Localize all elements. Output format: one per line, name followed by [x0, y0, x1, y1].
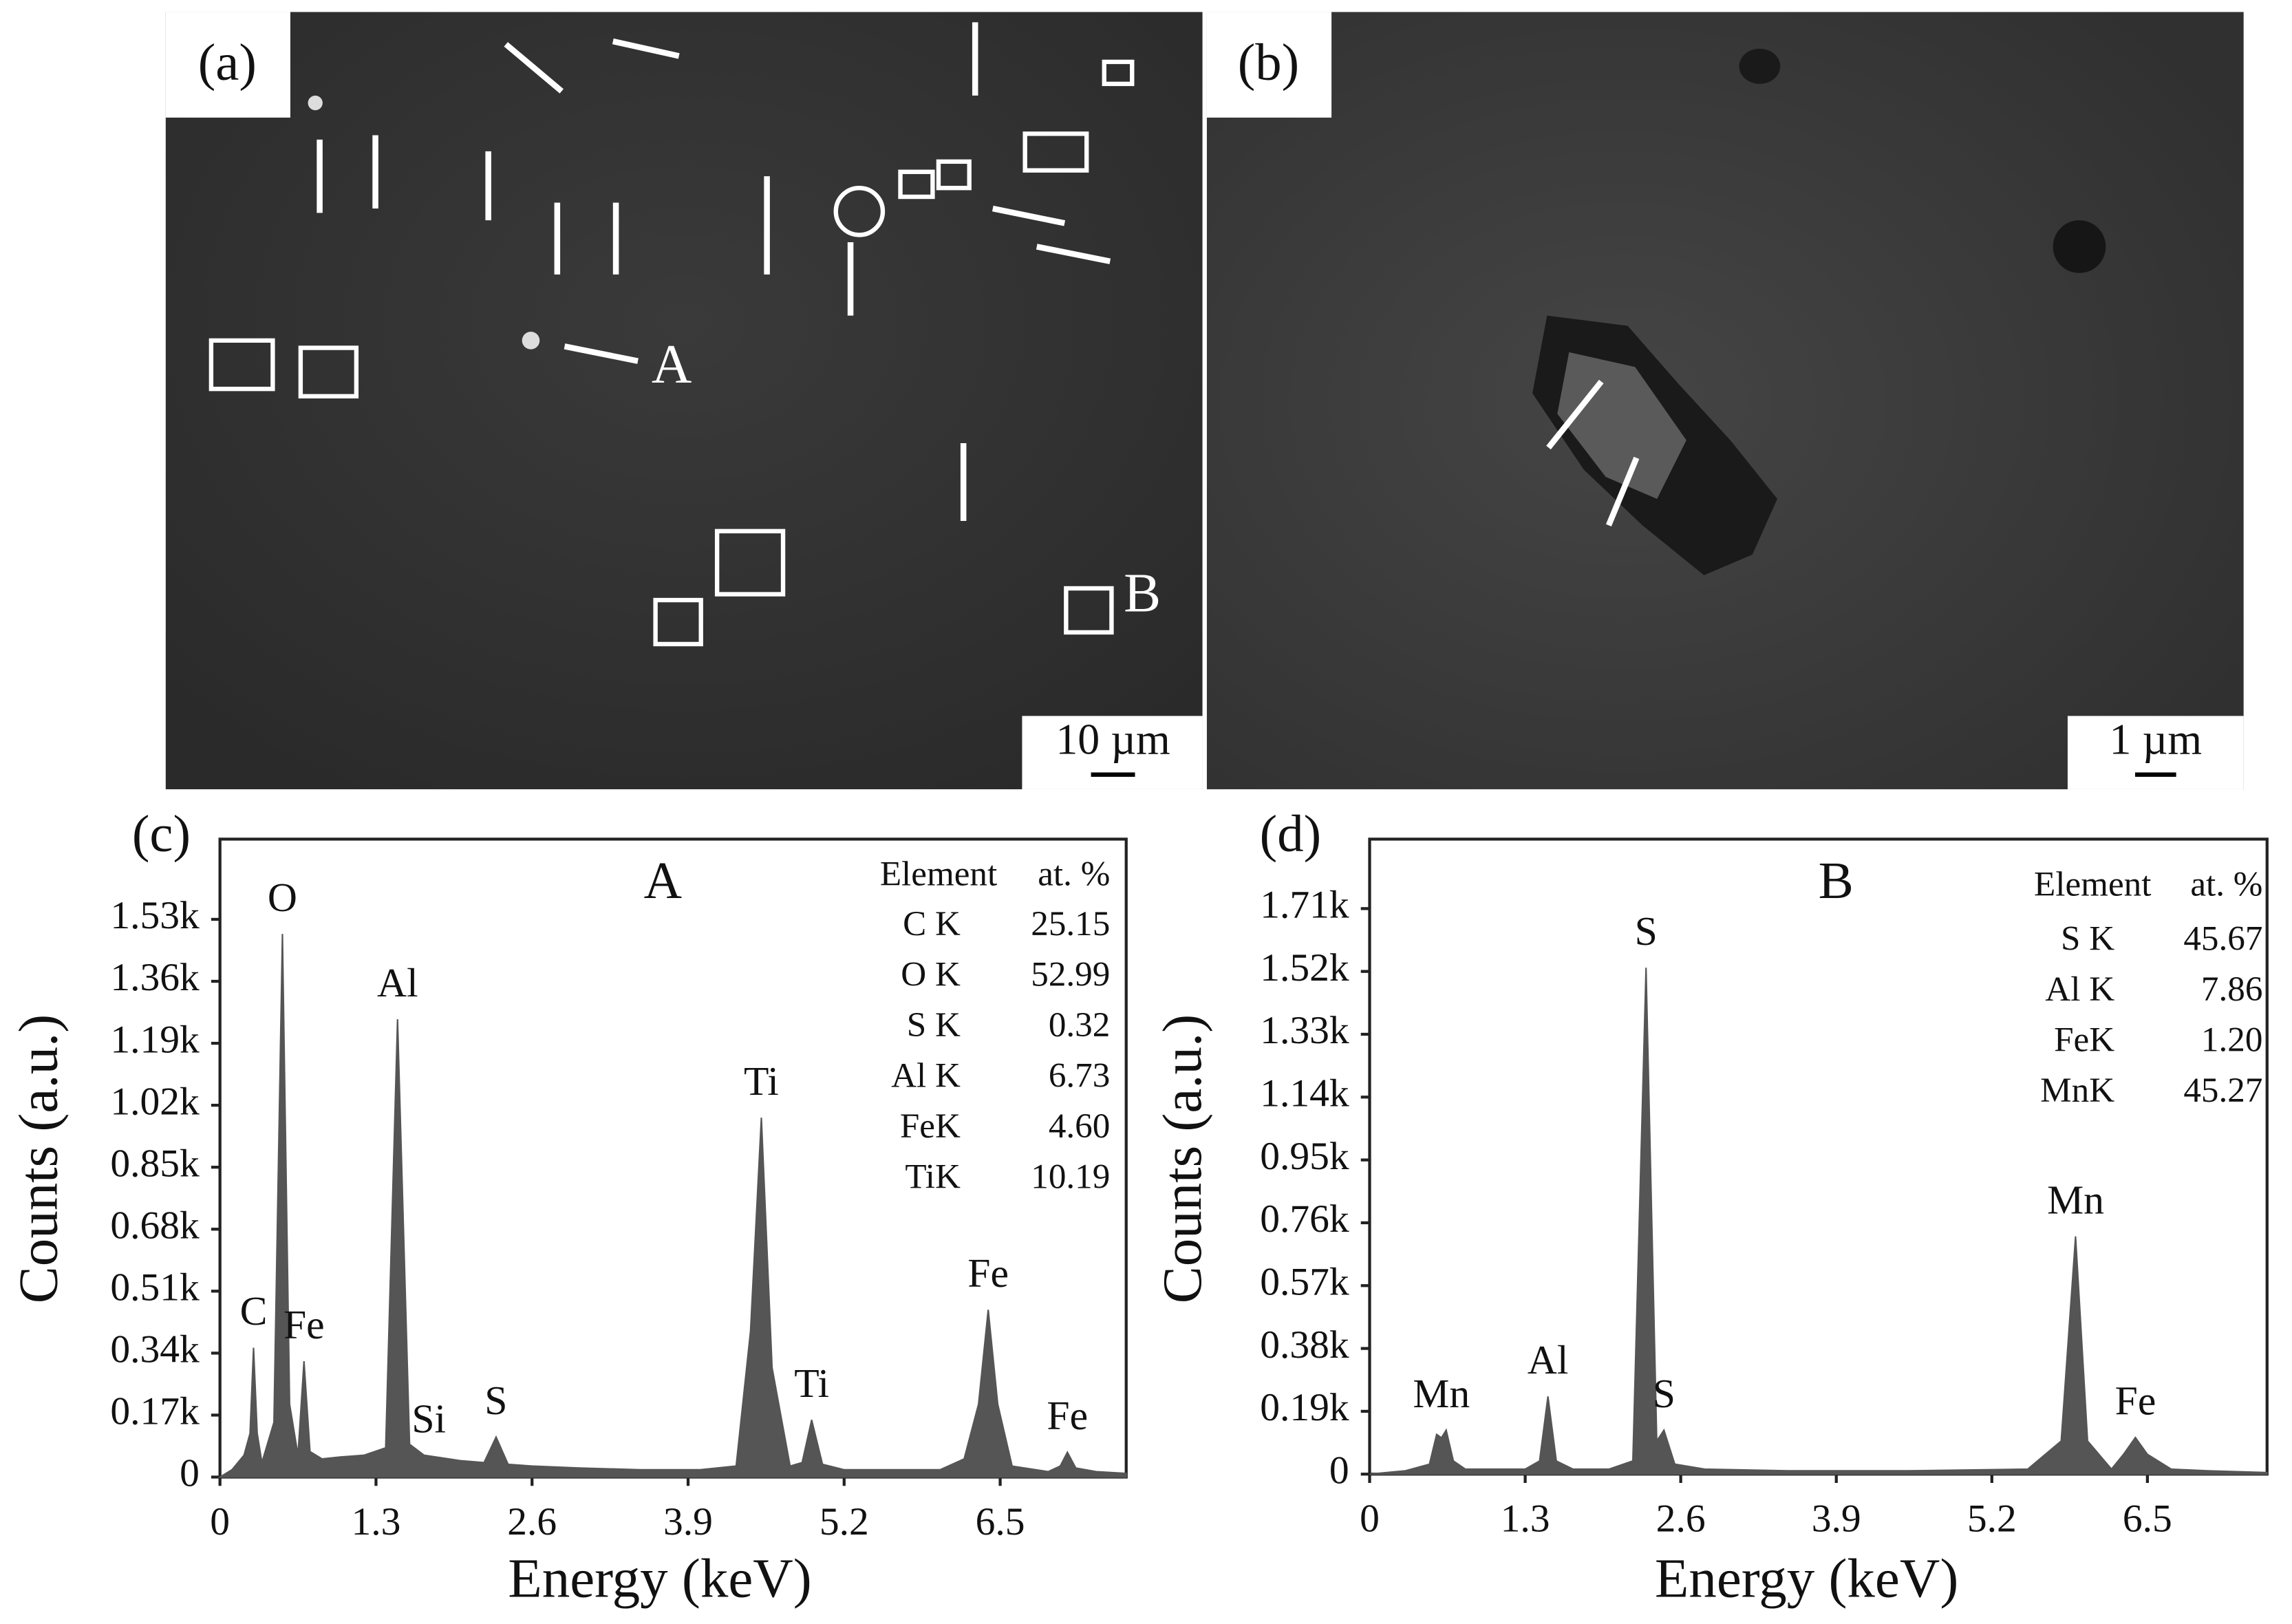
table-cell: O K	[901, 955, 961, 994]
x-tick-label: 6.5	[2123, 1497, 2172, 1541]
peak-label: Mn	[1413, 1371, 1470, 1416]
table-header: at. %	[2190, 864, 2262, 904]
y-tick-label: 1.19k	[110, 1018, 200, 1061]
table-cell: 6.73	[1049, 1056, 1110, 1096]
y-axis-label: Counts (a.u.)	[8, 1014, 69, 1304]
chart-title: A	[644, 851, 682, 910]
y-tick-label: 1.71k	[1260, 884, 1349, 927]
y-tick-label: 0	[180, 1452, 200, 1495]
marker-label: B	[1124, 562, 1161, 623]
peak-label: Fe	[1047, 1393, 1088, 1438]
y-tick-label: 1.02k	[110, 1080, 200, 1123]
x-axis-label: Energy (keV)	[508, 1548, 811, 1610]
x-tick-label: 2.6	[507, 1500, 557, 1543]
table-cell: 7.86	[2201, 970, 2262, 1009]
plot-frame	[218, 837, 1128, 1479]
table-cell: TiK	[905, 1157, 961, 1197]
spectrum	[217, 934, 1127, 1478]
scale-bar-label: 10 µm	[1056, 715, 1170, 764]
panel-label: (c)	[132, 804, 191, 863]
plot-frame	[1368, 837, 2269, 1476]
peak-label: Fe	[2115, 1378, 2156, 1424]
x-tick-label: 3.9	[663, 1500, 713, 1543]
table-cell: S K	[2061, 919, 2114, 958]
x-axis-label: Energy (keV)	[1655, 1548, 1958, 1610]
x-tick-label: 6.5	[976, 1500, 1025, 1543]
y-tick-label: 0.76k	[1260, 1197, 1349, 1241]
scale-bar-label: 1 µm	[2110, 715, 2203, 764]
peak-label: S	[1635, 908, 1658, 954]
panel-label: (a)	[198, 33, 257, 92]
x-tick-label: 5.2	[820, 1500, 869, 1543]
x-tick-label: 0	[1360, 1497, 1380, 1541]
table-cell: MnK	[2040, 1071, 2114, 1110]
peak-label: Al	[1528, 1337, 1569, 1382]
table-cell: S K	[907, 1005, 961, 1045]
y-tick-label: 0.38k	[1260, 1323, 1349, 1367]
y-tick-label: 1.52k	[1260, 946, 1349, 990]
table-cell: 52.99	[1031, 955, 1110, 994]
table-cell: FeK	[2054, 1020, 2114, 1059]
x-tick-label: 1.3	[1501, 1497, 1550, 1541]
y-tick-label: 1.14k	[1260, 1072, 1349, 1115]
peak-label: Si	[411, 1396, 446, 1441]
table-cell: 45.67	[2183, 919, 2262, 958]
peak-label: Fe	[283, 1302, 325, 1347]
y-tick-label: 1.33k	[1260, 1009, 1349, 1052]
peak-label: S	[1653, 1371, 1675, 1416]
y-tick-label: 1.53k	[110, 894, 200, 937]
panel-label: (d)	[1260, 804, 1321, 863]
table-cell: Al K	[2045, 970, 2114, 1009]
table-cell: 4.60	[1049, 1107, 1110, 1146]
peak-label: S	[484, 1378, 507, 1423]
sem-image-a	[165, 12, 1203, 789]
marker-label: A	[652, 333, 692, 395]
table-cell: 1.20	[2201, 1020, 2262, 1059]
y-tick-label: 0	[1329, 1449, 1349, 1492]
peak-label: Fe	[967, 1250, 1009, 1296]
x-tick-label: 3.9	[1812, 1497, 1861, 1541]
y-tick-label: 0.68k	[110, 1204, 200, 1247]
y-tick-label: 1.36k	[110, 956, 200, 999]
table-cell: 25.15	[1031, 904, 1110, 943]
table-cell: FeK	[900, 1107, 961, 1146]
table-cell: 45.27	[2183, 1071, 2262, 1110]
x-tick-label: 5.2	[1967, 1497, 2017, 1541]
peak-label: O	[268, 875, 297, 920]
x-tick-label: 0	[210, 1500, 230, 1543]
y-tick-label: 0.95k	[1260, 1135, 1349, 1178]
peak-label: C	[240, 1288, 268, 1334]
panel-label: (b)	[1238, 33, 1299, 92]
y-tick-label: 0.57k	[1260, 1260, 1349, 1303]
table-cell: 0.32	[1049, 1005, 1110, 1045]
y-tick-label: 0.19k	[1260, 1386, 1349, 1429]
table-cell: C K	[903, 904, 961, 943]
table-cell: Al K	[891, 1056, 961, 1096]
peak-label: Mn	[2047, 1177, 2104, 1222]
peak-label: Ti	[794, 1360, 829, 1406]
sem-image-b	[1206, 12, 2244, 789]
x-tick-label: 1.3	[351, 1500, 400, 1543]
x-tick-label: 2.6	[1656, 1497, 1706, 1541]
table-header: at. %	[1038, 855, 1110, 894]
table-cell: 10.19	[1031, 1157, 1110, 1197]
peak-label: Ti	[744, 1058, 779, 1104]
y-axis-label: Counts (a.u.)	[1151, 1014, 1213, 1304]
spectrum	[1369, 968, 2268, 1475]
y-tick-label: 0.17k	[110, 1390, 200, 1433]
y-tick-label: 0.34k	[110, 1328, 200, 1371]
y-tick-label: 0.51k	[110, 1266, 200, 1310]
y-tick-label: 0.85k	[110, 1142, 200, 1185]
peak-label: Al	[377, 960, 418, 1005]
table-header: Element	[880, 855, 997, 894]
table-header: Element	[2034, 864, 2151, 904]
chart-title: B	[1819, 851, 1854, 910]
